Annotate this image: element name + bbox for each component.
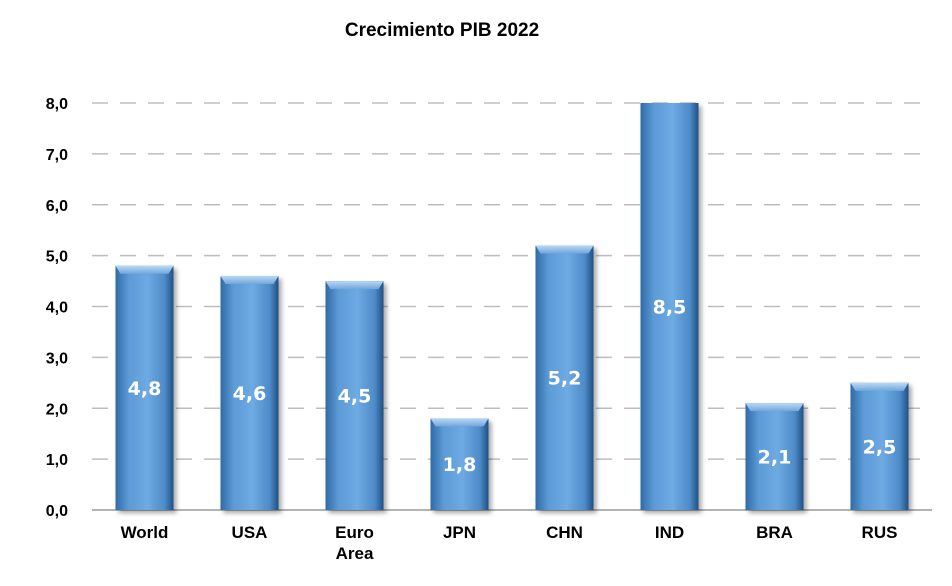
x-tick-label: JPN — [443, 523, 476, 542]
bar-top-cap — [220, 275, 279, 284]
bar — [640, 103, 699, 510]
x-tick-label: CHN — [546, 523, 583, 542]
y-tick-label: 0,0 — [46, 503, 68, 520]
x-tick-label: USA — [232, 523, 268, 542]
chart-title: Crecimiento PIB 2022 — [344, 20, 540, 41]
data-label: 8,5 — [653, 297, 687, 319]
x-axis: World USA Euro Area JPN CHN IND BRA RUS — [121, 523, 898, 563]
y-tick-label: 7,0 — [46, 147, 68, 164]
bar-group: 5,2 — [535, 245, 594, 510]
bar-top-cap — [115, 265, 174, 274]
data-label: 1,8 — [443, 454, 477, 476]
y-tick-label: 2,0 — [46, 401, 68, 418]
bar-top-cap — [850, 382, 909, 391]
y-tick-label: 5,0 — [46, 249, 68, 266]
bar-group: 1,8 — [430, 418, 489, 510]
data-label: 4,8 — [128, 378, 162, 400]
bar — [850, 382, 909, 510]
y-tick-label: 4,0 — [46, 300, 68, 317]
bar — [430, 418, 489, 510]
data-label: 2,1 — [758, 447, 792, 469]
bar-group: 2,1 — [745, 403, 804, 510]
y-tick-label: 8,0 — [46, 96, 68, 113]
data-label: 5,2 — [548, 368, 582, 390]
bar — [325, 281, 384, 510]
x-tick-label: World — [121, 523, 169, 542]
y-tick-label: 3,0 — [46, 350, 68, 367]
bar — [745, 403, 804, 510]
bar-group: 4,8 — [115, 265, 174, 510]
bar-group: 4,6 — [220, 275, 279, 510]
bar — [535, 245, 594, 510]
bar — [115, 265, 174, 510]
gridlines — [92, 102, 932, 460]
bar-top-cap — [430, 418, 489, 427]
x-tick-label: Euro Area — [335, 523, 374, 563]
data-label: 4,6 — [233, 383, 267, 405]
data-label: 4,5 — [338, 386, 372, 408]
bar-top-cap — [745, 403, 804, 412]
x-tick-label: BRA — [756, 523, 793, 542]
bars: 4,8 4,6 4,5 1,8 5,2 8,5 2,1 2,5 — [115, 103, 909, 510]
bar-group: 8,5 — [640, 103, 699, 510]
y-tick-label: 6,0 — [46, 198, 68, 215]
bar — [220, 275, 279, 510]
bar-group: 4,5 — [325, 281, 384, 510]
x-tick-label: RUS — [862, 523, 898, 542]
x-tick-label: IND — [655, 523, 684, 542]
bar-top-cap — [325, 281, 384, 290]
y-tick-label: 1,0 — [46, 452, 68, 469]
bar-top-cap — [535, 245, 594, 254]
bar-group: 2,5 — [850, 382, 909, 510]
data-label: 2,5 — [863, 436, 897, 458]
